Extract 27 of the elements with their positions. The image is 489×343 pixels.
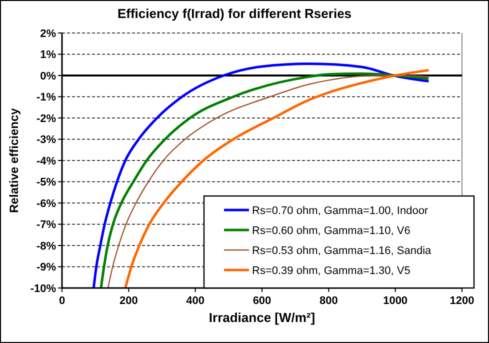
- y-tick-label: -3%: [36, 134, 56, 146]
- x-tick-label: 400: [186, 295, 205, 307]
- y-tick-label: -10%: [30, 282, 56, 295]
- x-axis-title: Irradiance [W/m²]: [208, 310, 316, 325]
- y-tick-label: 0%: [40, 70, 56, 82]
- y-tick-label: 1%: [40, 49, 56, 62]
- legend-label: Rs=0.53 ohm, Gamma=1.16, Sandia: [252, 244, 432, 257]
- y-axis-title: Relative efficiency: [7, 108, 21, 213]
- x-tick-label: 200: [119, 295, 138, 307]
- y-tick-label: -7%: [36, 219, 56, 232]
- y-tick-label: -1%: [36, 92, 56, 104]
- y-tick-label: -2%: [36, 112, 56, 125]
- x-tick-label: 600: [252, 295, 272, 307]
- legend-label: Rs=0.60 ohm, Gamma=1.10, V6: [252, 224, 410, 237]
- chart-title: Efficiency f(Irrad) for different Rseries: [117, 6, 352, 21]
- x-tick-label: 800: [319, 295, 338, 307]
- legend-label: Rs=0.39 ohm, Gamma=1.30, V5: [252, 264, 410, 277]
- y-tick-label: 2%: [40, 28, 56, 40]
- legend-label: Rs=0.70 ohm, Gamma=1.00, Indoor: [252, 204, 428, 217]
- y-tick-label: -4%: [36, 155, 56, 168]
- y-tick-label: -8%: [36, 240, 56, 252]
- x-tick-label: 1200: [450, 295, 474, 307]
- y-tick-label: -5%: [36, 176, 56, 189]
- x-tick-label: 0: [58, 295, 66, 307]
- x-tick-label: 1000: [383, 295, 408, 307]
- y-tick-label: -9%: [36, 262, 56, 274]
- y-tick-label: -6%: [36, 198, 56, 210]
